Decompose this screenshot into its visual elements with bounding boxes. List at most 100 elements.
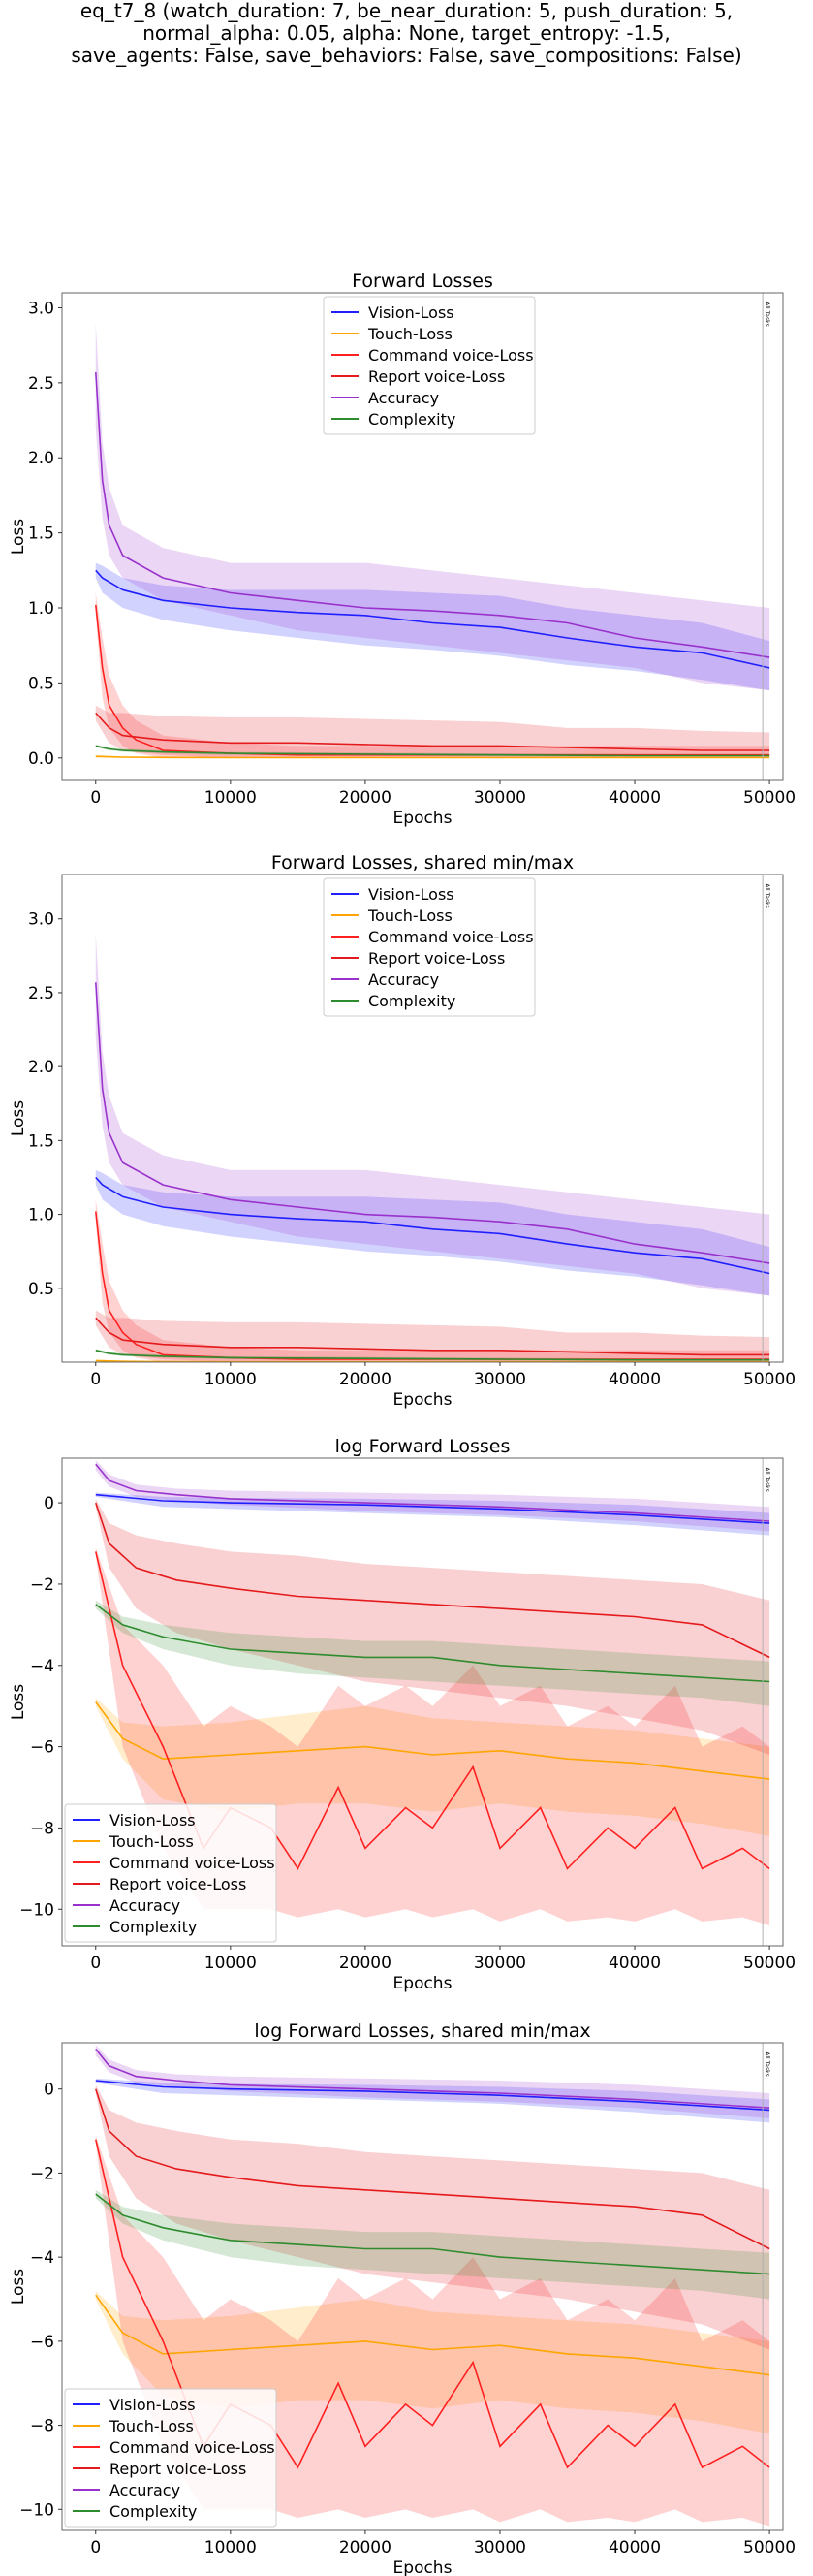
- y-tick-label: −6: [30, 2333, 54, 2352]
- x-tick-label: 0: [90, 2538, 101, 2558]
- y-tick-label: 2.5: [28, 984, 54, 1003]
- y-tick-label: −10: [19, 2500, 54, 2520]
- series-line: [95, 2294, 770, 2376]
- x-axis-label: Epochs: [393, 809, 453, 828]
- series-band: [95, 1698, 770, 1836]
- y-tick-label: 0.5: [28, 1280, 54, 1299]
- legend-entry: Command voice-Loss: [368, 346, 534, 365]
- x-tick-label: 40000: [609, 1954, 661, 1973]
- series-line: [95, 1493, 770, 1524]
- legend-box: [323, 296, 536, 435]
- plot-area: [95, 933, 770, 1362]
- y-axis-label: Loss: [9, 1100, 28, 1136]
- x-tick-label: 50000: [743, 1370, 796, 1389]
- legend-entry: Accuracy: [109, 2481, 180, 2499]
- plot-frame: [61, 1457, 784, 1947]
- y-axis-label: Loss: [9, 2269, 28, 2305]
- legend: Vision-Loss Touch-Loss Command voice-Loss R…: [64, 1803, 277, 1943]
- x-tick-label: 20000: [339, 1954, 391, 1973]
- plot-frame: [61, 2042, 784, 2531]
- legend-entry: Accuracy: [368, 389, 439, 407]
- legend-entry: Command voice-Loss: [368, 928, 534, 946]
- x-tick-label: 20000: [339, 1370, 391, 1389]
- task-marker-label: All Tasks: [764, 2051, 770, 2076]
- figure-suptitle: eq_t7_8 (watch_duration: 7, be_near_dura…: [0, 0, 813, 67]
- series-band: [95, 1310, 770, 1362]
- legend-entry: Vision-Loss: [368, 303, 454, 322]
- plot-frame: [61, 292, 784, 781]
- series-line: [95, 1701, 770, 1780]
- chart-title: Forward Losses, shared min/max: [271, 852, 574, 874]
- x-axis-label: Epochs: [393, 1390, 453, 1410]
- y-tick-label: 1.5: [28, 525, 54, 544]
- series-band: [95, 1600, 770, 1706]
- x-tick-label: 40000: [609, 788, 661, 808]
- y-tick-label: 0.0: [28, 749, 54, 769]
- legend-entry: Report voice-Loss: [109, 1875, 246, 1893]
- x-tick-label: 30000: [474, 2538, 526, 2558]
- y-tick-label: −4: [30, 2248, 54, 2268]
- legend-entry: Report voice-Loss: [109, 2460, 246, 2478]
- y-tick-label: −4: [30, 1657, 54, 1676]
- series-line: [95, 1176, 770, 1275]
- chart-forward-losses: Forward Losses All Tasks 0 10000 20000 30000 4…: [9, 270, 796, 828]
- y-tick-label: −2: [30, 2164, 54, 2183]
- x-axis-label: Epochs: [393, 2559, 453, 2576]
- chart-title: Forward Losses: [352, 270, 493, 292]
- x-tick-label: 30000: [474, 1954, 526, 1973]
- series-band: [95, 1169, 770, 1296]
- series-line: [95, 712, 770, 751]
- series-band: [95, 562, 770, 691]
- y-tick-label: −8: [30, 1819, 54, 1838]
- x-tick-label: 0: [90, 1954, 101, 1973]
- legend-entry: Touch-Loss: [109, 1832, 194, 1851]
- y-tick-label: 1.0: [28, 599, 54, 619]
- legend-entry: Complexity: [109, 1918, 197, 1936]
- series-band: [95, 2084, 770, 2350]
- task-marker-label: All Tasks: [764, 1467, 770, 1491]
- x-tick-label: 10000: [204, 2538, 257, 2558]
- x-tick-label: 40000: [609, 1370, 661, 1389]
- series-line: [95, 2193, 770, 2275]
- series-line: [95, 1463, 770, 1522]
- y-tick-label: −8: [30, 2417, 54, 2436]
- y-tick-label: 3.0: [28, 299, 54, 318]
- suptitle-line: normal_alpha: 0.05, alpha: None, target_…: [142, 21, 671, 45]
- legend-entry: Report voice-Loss: [368, 367, 505, 386]
- y-tick-label: 0: [44, 1494, 54, 1513]
- y-tick-label: 2.0: [28, 1058, 54, 1077]
- series-line: [95, 1502, 770, 1659]
- x-axis-label: Epochs: [393, 1974, 453, 1993]
- suptitle-line: eq_t7_8 (watch_duration: 7, be_near_dura…: [79, 0, 734, 22]
- series-line: [95, 371, 770, 658]
- legend-entry: Touch-Loss: [367, 906, 453, 925]
- y-tick-label: −10: [19, 1900, 54, 1920]
- legend: Vision-Loss Touch-Loss Command voice-Loss R…: [64, 2388, 277, 2528]
- x-tick-label: 0: [90, 1370, 101, 1389]
- legend-box: [323, 877, 536, 1017]
- x-tick-label: 10000: [204, 788, 257, 808]
- task-marker-label: All Tasks: [764, 883, 770, 907]
- x-tick-label: 40000: [609, 2538, 661, 2558]
- plot-frame: [61, 874, 784, 1363]
- y-tick-label: 3.0: [28, 910, 54, 930]
- series-line: [95, 755, 770, 759]
- legend-entry: Touch-Loss: [109, 2417, 194, 2435]
- legend-box: [64, 1803, 277, 1943]
- x-tick-label: 20000: [339, 2538, 391, 2558]
- y-tick-label: 1.5: [28, 1131, 54, 1151]
- y-axis-label: Loss: [9, 1684, 28, 1720]
- plot-area: [95, 322, 770, 759]
- legend: Vision-Loss Touch-Loss Command voice-Loss R…: [323, 877, 536, 1017]
- series-band: [95, 1199, 770, 1362]
- legend-box: [64, 2388, 277, 2528]
- series-band: [95, 2189, 770, 2300]
- legend-entry: Complexity: [368, 410, 455, 429]
- legend-entry: Accuracy: [109, 1896, 180, 1915]
- series-line: [95, 1604, 770, 1683]
- legend-entry: Report voice-Loss: [368, 949, 505, 968]
- series-line: [95, 1350, 770, 1361]
- y-tick-label: 2.0: [28, 449, 54, 468]
- series-line: [95, 2088, 770, 2250]
- series-band: [95, 592, 770, 758]
